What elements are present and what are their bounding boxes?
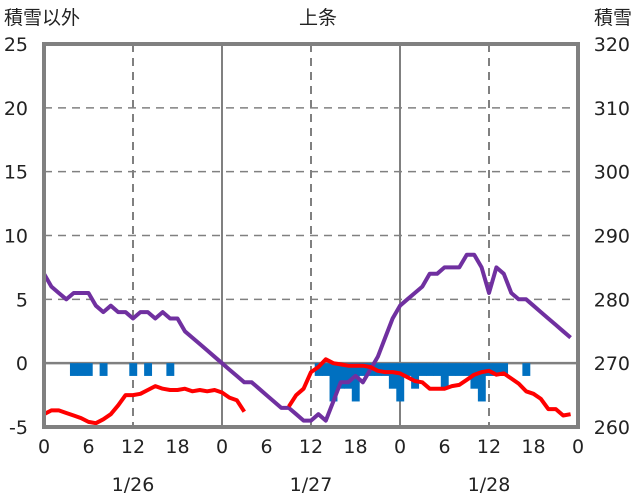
- x-tick-label: 12: [121, 436, 145, 458]
- snowfall-bar: [99, 363, 108, 376]
- snowfall-bar: [329, 363, 338, 402]
- left-tick-label: 5: [16, 289, 28, 311]
- right-tick-label: 320: [594, 34, 630, 56]
- x-tick-label: 6: [260, 436, 272, 458]
- left-tick-label: 0: [16, 353, 28, 375]
- right-tick-label: 270: [594, 353, 630, 375]
- tick-labels: -5 0 5 10 15 20 25 260 270 280 290 300 310 320 0 6 12 18 0…: [4, 34, 630, 496]
- x-tick-label: 12: [299, 436, 323, 458]
- x-tick-label: 6: [438, 436, 450, 458]
- snowfall-bar: [477, 363, 486, 402]
- x-tick-label: 0: [394, 436, 406, 458]
- snowfall-bar: [455, 363, 464, 376]
- snowfall-bar: [351, 363, 360, 402]
- right-axis-title: 積雪: [594, 7, 632, 29]
- snowfall-bar: [463, 363, 471, 376]
- snowfall-bar: [77, 363, 86, 376]
- snowfall-bar: [69, 363, 78, 376]
- snowfall-bar: [314, 363, 323, 376]
- date-label: 1/26: [112, 474, 155, 496]
- snowfall-bar: [344, 363, 353, 389]
- snowfall-bar: [522, 363, 531, 376]
- left-tick-label: 15: [4, 162, 28, 184]
- right-tick-label: 300: [594, 162, 630, 184]
- right-tick-label: 260: [594, 417, 630, 439]
- x-tick-label: 0: [572, 436, 584, 458]
- snowfall-bar: [492, 363, 501, 376]
- snowfall-bar: [403, 363, 412, 376]
- snow-depth-line: [42, 252, 572, 423]
- snowfall-bar: [425, 363, 434, 376]
- snowfall-bar: [388, 363, 397, 389]
- left-tick-label: 20: [4, 98, 28, 120]
- snowfall-bar: [322, 363, 331, 376]
- snowfall-bar: [396, 363, 405, 402]
- snowfall-bar: [411, 363, 420, 389]
- snowfall-bar: [336, 363, 345, 389]
- right-tick-label: 290: [594, 226, 630, 248]
- date-label: 1/28: [468, 474, 511, 496]
- x-tick-label: 0: [38, 436, 50, 458]
- snowfall-bars: [69, 363, 531, 402]
- snowfall-bar: [433, 363, 442, 376]
- series-lines: [42, 252, 572, 426]
- snowfall-bar: [440, 363, 449, 389]
- x-tick-label: 12: [477, 436, 501, 458]
- left-tick-label: 10: [4, 226, 28, 248]
- snowfall-bar: [418, 363, 427, 376]
- snowfall-bar: [381, 363, 390, 376]
- snowfall-bar: [500, 363, 509, 376]
- left-axis-title: 積雪以外: [4, 7, 80, 29]
- snowfall-bar: [166, 363, 175, 376]
- snowfall-bar: [144, 363, 153, 376]
- x-tick-label: 6: [82, 436, 94, 458]
- left-tick-label: 25: [4, 34, 28, 56]
- right-tick-label: 280: [594, 289, 630, 311]
- snowfall-bar: [129, 363, 138, 376]
- right-tick-label: 310: [594, 98, 630, 120]
- x-tick-label: 18: [343, 436, 367, 458]
- x-tick-label: 18: [165, 436, 189, 458]
- chart-title: 上条: [299, 7, 337, 29]
- x-tick-label: 18: [521, 436, 545, 458]
- plot-frame: [42, 42, 580, 429]
- snowfall-bar: [448, 363, 457, 376]
- date-label: 1/27: [290, 474, 333, 496]
- snowfall-bar: [359, 363, 368, 376]
- left-tick-label: -5: [9, 417, 28, 439]
- snowfall-bar: [84, 363, 93, 376]
- temperature-line: [43, 357, 571, 426]
- x-tick-label: 0: [216, 436, 228, 458]
